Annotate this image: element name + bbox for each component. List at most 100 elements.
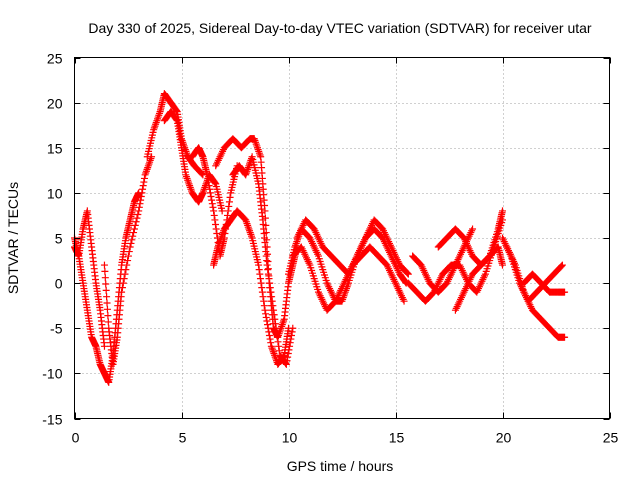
- data-point-fill: [211, 216, 219, 224]
- y-tick-label: 5: [55, 231, 63, 247]
- data-point: [289, 324, 297, 332]
- series-arc-s: [520, 270, 569, 296]
- data-point: [126, 243, 134, 251]
- y-axis-label: SDTVAR / TECUs: [5, 182, 21, 294]
- data-point-fill: [102, 280, 110, 288]
- data-point-fill: [256, 270, 264, 278]
- data-point-fill: [275, 347, 283, 355]
- series-arc-p: [451, 243, 506, 314]
- data-point-fill: [198, 170, 206, 178]
- y-tick-label: 15: [47, 141, 63, 157]
- data-point-fill: [133, 214, 141, 222]
- data-point-fill: [257, 279, 265, 287]
- data-point: [400, 297, 408, 305]
- data-point-fill: [275, 342, 283, 350]
- data-point-fill: [140, 178, 148, 186]
- data-point-fill: [284, 350, 292, 358]
- data-point-fill: [134, 211, 142, 219]
- data-point-fill: [287, 331, 295, 339]
- data-point: [558, 261, 566, 269]
- data-point-fill: [224, 207, 232, 215]
- data-point-fill: [103, 305, 111, 313]
- data-point-fill: [270, 311, 278, 319]
- data-point-fill: [226, 193, 234, 201]
- data-point-fill: [255, 266, 263, 274]
- y-tick-label: 25: [47, 51, 63, 67]
- data-point-fill: [285, 346, 293, 354]
- x-tick-label: 0: [72, 430, 80, 446]
- data-point: [261, 306, 269, 314]
- data-point-fill: [267, 288, 275, 296]
- data-point-fill: [137, 192, 145, 200]
- data-point: [203, 171, 211, 179]
- data-point-fill: [558, 262, 566, 270]
- data-point-fill: [206, 189, 214, 197]
- data-point-fill: [264, 270, 272, 278]
- data-point-fill: [139, 185, 147, 193]
- series-arc-c: [100, 153, 156, 368]
- data-point-fill: [265, 328, 273, 336]
- data-point-fill: [122, 266, 130, 274]
- data-point: [118, 288, 126, 296]
- data-point-fill: [101, 267, 109, 275]
- data-point-fill: [213, 229, 221, 237]
- x-axis-label: GPS time / hours: [287, 458, 394, 474]
- data-point-fill: [271, 315, 279, 323]
- data-point-fill: [173, 107, 181, 115]
- data-point: [499, 207, 506, 215]
- x-tick-label: 20: [496, 430, 512, 446]
- data-point-fill: [124, 257, 132, 265]
- data-point-fill: [208, 200, 216, 208]
- data-point-fill: [103, 299, 111, 307]
- data-point-fill: [208, 196, 216, 204]
- data-point-fill: [262, 310, 270, 318]
- data-point-fill: [101, 274, 109, 282]
- data-point-fill: [130, 225, 138, 233]
- series-arc-g: [210, 207, 292, 368]
- data-point-fill: [128, 236, 136, 244]
- data-point-fill: [121, 270, 129, 278]
- data-point-fill: [119, 279, 127, 287]
- data-point-fill: [264, 257, 272, 265]
- data-point-fill: [272, 324, 280, 332]
- data-point-fill: [260, 302, 268, 310]
- data-point-fill: [256, 275, 264, 283]
- data-point-fill: [225, 198, 233, 206]
- data-point-fill: [204, 178, 212, 186]
- data-point-fill: [268, 293, 276, 301]
- data-point-fill: [132, 218, 140, 226]
- data-point: [499, 261, 506, 269]
- data-point-fill: [259, 293, 267, 301]
- x-tick-label: 25: [603, 430, 619, 446]
- data-point-fill: [263, 317, 271, 325]
- series-arc-j: [285, 225, 410, 305]
- data-point-fill: [137, 196, 145, 204]
- data-point-fill: [225, 202, 233, 210]
- data-point-fill: [265, 331, 273, 339]
- data-point-fill: [211, 179, 219, 187]
- data-point-fill: [138, 189, 146, 197]
- tick-labels: 0 5 10 15 20 25 -15 -10 -5 0 5 10 15 20 25: [42, 51, 618, 446]
- data-point-fill: [131, 221, 139, 229]
- data-point-fill: [287, 335, 295, 343]
- data-point-fill: [284, 353, 292, 361]
- data-point: [255, 261, 263, 269]
- data-point-fill: [286, 342, 294, 350]
- data-point: [282, 360, 290, 368]
- series-arc-b: [71, 207, 108, 350]
- data-point-fill: [212, 225, 220, 233]
- series-arc-i: [229, 153, 297, 368]
- data-point-fill: [123, 261, 131, 269]
- chart-title: Day 330 of 2025, Sidereal Day-to-day VTE…: [88, 20, 592, 36]
- data-point-fill: [136, 200, 144, 208]
- data-point-fill: [273, 333, 281, 341]
- x-tick-label: 10: [282, 430, 298, 446]
- data-point-fill: [104, 312, 112, 320]
- data-point-fill: [130, 229, 138, 237]
- data-point-fill: [102, 286, 110, 294]
- series-arc-r: [503, 243, 569, 341]
- y-tick-label: 0: [55, 276, 63, 292]
- data-point-fill: [266, 335, 274, 343]
- data-point-fill: [127, 239, 135, 247]
- data-point-fill: [140, 174, 148, 182]
